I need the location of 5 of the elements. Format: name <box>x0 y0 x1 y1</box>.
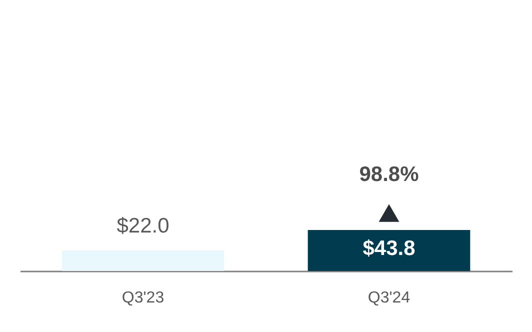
data-label: $22.0 <box>116 214 170 238</box>
x-tick-label: Q3'24 <box>368 290 410 306</box>
data-label: $43.8 <box>362 237 416 260</box>
x-tick-label: Q3'23 <box>122 290 164 306</box>
text: 98.8% <box>359 163 420 186</box>
